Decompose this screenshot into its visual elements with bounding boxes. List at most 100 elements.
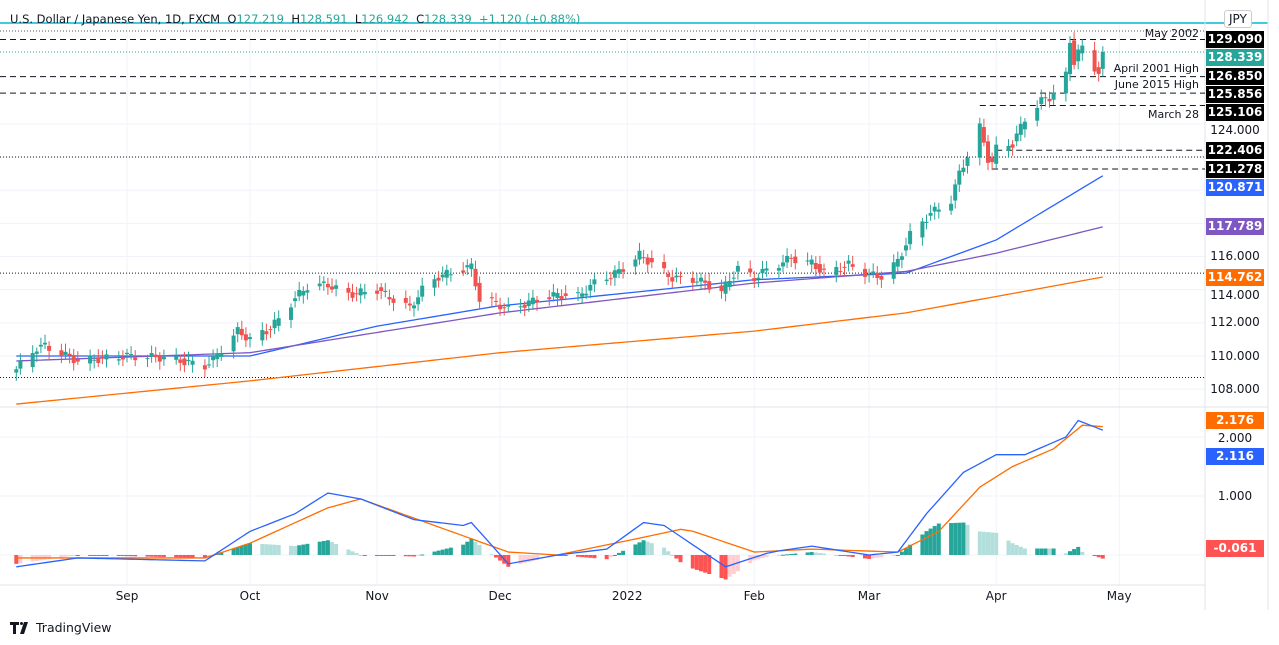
candle-body: [547, 297, 552, 300]
candle-body: [920, 221, 925, 238]
candle-body: [760, 268, 765, 274]
candle-body: [731, 277, 736, 279]
candle-body: [125, 352, 129, 355]
candle-body: [498, 304, 503, 310]
macd-line: [16, 419, 1104, 568]
macd-histogram-bar: [526, 555, 531, 562]
candle-body: [678, 275, 683, 277]
candle-body: [375, 290, 380, 294]
candle-body: [928, 212, 933, 216]
macd-histogram-bar: [703, 555, 708, 573]
macd-histogram-bar: [793, 553, 798, 555]
candle-body: [563, 293, 568, 296]
macd-histogram-bar: [264, 544, 269, 555]
macd-histogram-bar: [1022, 548, 1027, 555]
candle-body: [174, 356, 179, 360]
candle-body: [260, 330, 265, 341]
candle-body: [243, 334, 248, 341]
macd-histogram-bar: [932, 526, 937, 555]
candle-body: [211, 355, 216, 361]
candle-body: [161, 356, 166, 360]
candle-body: [719, 285, 724, 292]
macd-histogram-bar: [838, 555, 843, 556]
candle-body: [694, 281, 699, 283]
candle-body: [994, 144, 999, 164]
candle-body: [219, 354, 224, 357]
candle-body: [325, 283, 330, 288]
macd-histogram-bar: [473, 541, 478, 555]
candle-body: [67, 353, 72, 356]
price-axis-tick: 114.000: [1210, 287, 1260, 302]
candle-body: [407, 303, 412, 306]
macd-histogram-bar: [387, 555, 392, 556]
macd-histogram-bar: [403, 555, 408, 557]
macd-histogram-bar: [899, 551, 904, 555]
price-axis-tick: 116.000: [1210, 249, 1260, 264]
candle-body: [38, 344, 43, 347]
price-axis-tick: 110.000: [1210, 348, 1260, 363]
macd-histogram-bar: [928, 528, 933, 555]
candle-body: [1022, 121, 1027, 130]
macd-histogram-bar: [879, 555, 884, 558]
candle-body: [580, 293, 585, 297]
macd-histogram-bar: [358, 555, 363, 556]
macd-histogram-bar: [1072, 549, 1077, 555]
tradingview-logo[interactable]: TradingView: [10, 620, 112, 635]
macd-histogram-bar: [789, 553, 794, 555]
candle-body: [506, 305, 511, 307]
macd-histogram-bar: [719, 555, 724, 579]
candle-body: [14, 369, 19, 373]
macd-histogram-bar: [588, 555, 593, 558]
candle-body: [776, 268, 781, 271]
candle-body: [924, 221, 929, 223]
macd-badge: 2.176: [1206, 411, 1264, 429]
candle-body: [289, 307, 293, 320]
macd-histogram-bar: [153, 555, 158, 557]
macd-histogram-bar: [699, 555, 703, 572]
candle-body: [846, 260, 851, 264]
candle-body: [75, 359, 80, 362]
candle-body: [1076, 49, 1081, 62]
macd-histogram-bar: [871, 555, 876, 559]
moving-average-line: [16, 226, 1103, 362]
macd-histogram-bar: [440, 549, 445, 555]
macd-histogram-bar: [785, 554, 790, 556]
time-axis-label: Sep: [115, 589, 139, 603]
macd-histogram-bar: [18, 555, 23, 564]
macd-histogram-bar: [219, 552, 224, 555]
macd-histogram-bar: [383, 555, 388, 556]
candle-body: [412, 305, 416, 309]
candle-body: [334, 285, 339, 289]
macd-histogram-bar: [317, 541, 322, 555]
change-value: +1.120 (+0.88%): [479, 12, 581, 26]
macd-histogram-bar: [986, 532, 990, 555]
macd-histogram-bar: [580, 555, 585, 558]
macd-histogram-bar: [904, 548, 908, 555]
macd-histogram-bar: [498, 555, 503, 561]
low-label: L: [354, 12, 362, 26]
macd-histogram-bar: [149, 555, 154, 557]
macd-histogram-bar: [633, 544, 638, 555]
currency-badge[interactable]: JPY: [1224, 10, 1252, 28]
candle-body: [239, 328, 244, 336]
macd-histogram-bar: [846, 555, 851, 557]
macd-histogram-bar: [1092, 555, 1097, 556]
candle-body: [346, 288, 351, 293]
macd-histogram-bar: [781, 554, 785, 556]
candle-body: [1063, 71, 1068, 94]
macd-histogram-bar: [325, 540, 330, 555]
macd-histogram-bar: [96, 555, 101, 556]
candle-body: [297, 289, 302, 297]
time-axis-label: Dec: [488, 589, 512, 603]
candle-body: [1006, 145, 1011, 151]
macd-histogram-bar: [690, 555, 695, 569]
candle-body: [92, 359, 97, 361]
candle-body: [723, 281, 728, 294]
macd-histogram-bar: [891, 555, 896, 556]
macd-histogram-bar: [133, 555, 138, 557]
macd-histogram-bar: [448, 547, 453, 555]
macd-histogram-bar: [965, 524, 970, 555]
macd-histogram-bar: [207, 555, 211, 557]
macd-histogram-bar: [604, 555, 609, 560]
